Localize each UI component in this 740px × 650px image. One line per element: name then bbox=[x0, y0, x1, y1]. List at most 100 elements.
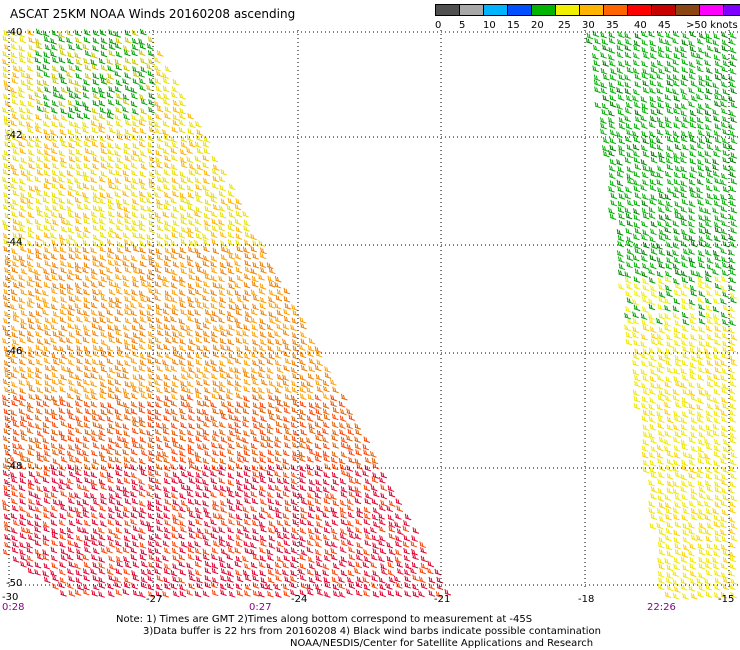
wind-barb bbox=[124, 359, 131, 367]
wind-barb bbox=[11, 351, 18, 359]
wind-barb bbox=[186, 324, 193, 332]
wind-barb bbox=[204, 273, 212, 281]
wind-barb bbox=[180, 401, 188, 408]
wind-barb bbox=[300, 506, 307, 514]
wind-barb bbox=[212, 407, 219, 415]
wind-barb bbox=[82, 485, 90, 492]
wind-barb bbox=[292, 309, 300, 317]
wind-barb bbox=[682, 345, 689, 353]
wind-barb bbox=[90, 302, 98, 309]
wind-barb bbox=[195, 359, 203, 366]
wind-barb bbox=[2, 294, 10, 302]
wind-barb bbox=[139, 553, 147, 561]
wind-barb bbox=[714, 262, 722, 269]
wind-barb bbox=[10, 409, 17, 416]
wind-barb bbox=[266, 422, 274, 430]
wind-barb bbox=[673, 178, 681, 186]
wind-barb bbox=[163, 386, 171, 394]
wind-barb bbox=[124, 37, 132, 44]
wind-barb bbox=[147, 141, 155, 149]
wind-barb bbox=[35, 295, 43, 302]
wind-barb bbox=[154, 64, 161, 72]
wind-barb bbox=[162, 428, 170, 435]
wind-barb bbox=[140, 253, 148, 261]
wind-barb bbox=[650, 368, 657, 376]
wind-barb bbox=[610, 199, 618, 207]
wind-barb bbox=[44, 364, 52, 372]
wind-barb bbox=[624, 271, 632, 278]
wind-barb bbox=[292, 441, 299, 449]
wind-barb bbox=[83, 217, 91, 225]
wind-barb bbox=[195, 532, 203, 540]
wind-barb bbox=[712, 108, 719, 116]
wind-barb bbox=[107, 324, 114, 331]
wind-barb bbox=[315, 451, 323, 458]
wind-barb bbox=[195, 569, 202, 577]
wind-barb bbox=[164, 162, 171, 169]
wind-barb bbox=[212, 484, 220, 492]
wind-barb bbox=[308, 358, 316, 365]
wind-barb bbox=[226, 261, 233, 268]
wind-barb bbox=[148, 269, 155, 276]
wind-barb bbox=[340, 539, 348, 547]
wind-barb bbox=[688, 389, 696, 396]
wind-barb bbox=[252, 435, 260, 443]
wind-barb bbox=[688, 408, 696, 416]
wind-barb bbox=[625, 101, 633, 109]
wind-barb bbox=[697, 397, 704, 404]
wind-barb bbox=[156, 450, 164, 458]
wind-barb bbox=[67, 532, 74, 540]
wind-barb bbox=[219, 490, 226, 498]
wind-barb bbox=[722, 142, 730, 150]
wind-barb bbox=[162, 308, 170, 316]
wind-barb bbox=[259, 352, 267, 359]
wind-barb bbox=[672, 66, 680, 73]
wind-barb bbox=[625, 338, 633, 346]
wind-barb bbox=[42, 427, 50, 435]
wind-barb bbox=[428, 576, 436, 584]
wind-barb bbox=[12, 556, 20, 563]
wind-barb bbox=[58, 470, 66, 477]
wind-barb bbox=[266, 548, 274, 556]
wind-barb bbox=[609, 87, 617, 94]
wind-barb bbox=[138, 233, 146, 240]
wind-barb bbox=[633, 261, 641, 269]
wind-barb bbox=[234, 289, 242, 297]
wind-barb bbox=[650, 285, 657, 292]
wind-barb bbox=[641, 46, 649, 54]
wind-barb bbox=[148, 182, 156, 190]
wind-barb bbox=[721, 396, 728, 404]
wind-barb bbox=[194, 561, 202, 568]
lat-label: -40 bbox=[6, 27, 23, 38]
wind-barb bbox=[50, 569, 57, 577]
wind-barb bbox=[196, 399, 204, 407]
wind-barb bbox=[130, 100, 138, 108]
wind-barb bbox=[258, 512, 266, 520]
wind-barb bbox=[43, 169, 51, 177]
wind-barb bbox=[171, 275, 179, 282]
wind-barb bbox=[211, 547, 219, 554]
wind-barb bbox=[713, 544, 721, 551]
wind-barb bbox=[234, 385, 241, 393]
wind-barb bbox=[616, 44, 624, 52]
wind-barb bbox=[625, 186, 632, 193]
wind-barb bbox=[625, 227, 633, 235]
wind-barb bbox=[252, 359, 259, 367]
wind-barb bbox=[306, 380, 313, 388]
wind-barb bbox=[75, 148, 83, 156]
wind-barb bbox=[346, 434, 353, 442]
wind-barb bbox=[172, 99, 180, 107]
wind-barb bbox=[148, 161, 156, 169]
wind-barb bbox=[650, 248, 658, 255]
wind-barb bbox=[228, 183, 236, 191]
wind-barb bbox=[331, 471, 339, 479]
wind-barb bbox=[146, 63, 154, 71]
wind-barb bbox=[130, 255, 138, 262]
wind-barb bbox=[83, 162, 91, 170]
wind-barb bbox=[689, 45, 697, 53]
wind-barb bbox=[107, 402, 114, 409]
wind-barb bbox=[164, 330, 172, 337]
wind-barb bbox=[250, 490, 258, 498]
wind-barb bbox=[124, 224, 132, 232]
wind-barb bbox=[658, 312, 666, 320]
